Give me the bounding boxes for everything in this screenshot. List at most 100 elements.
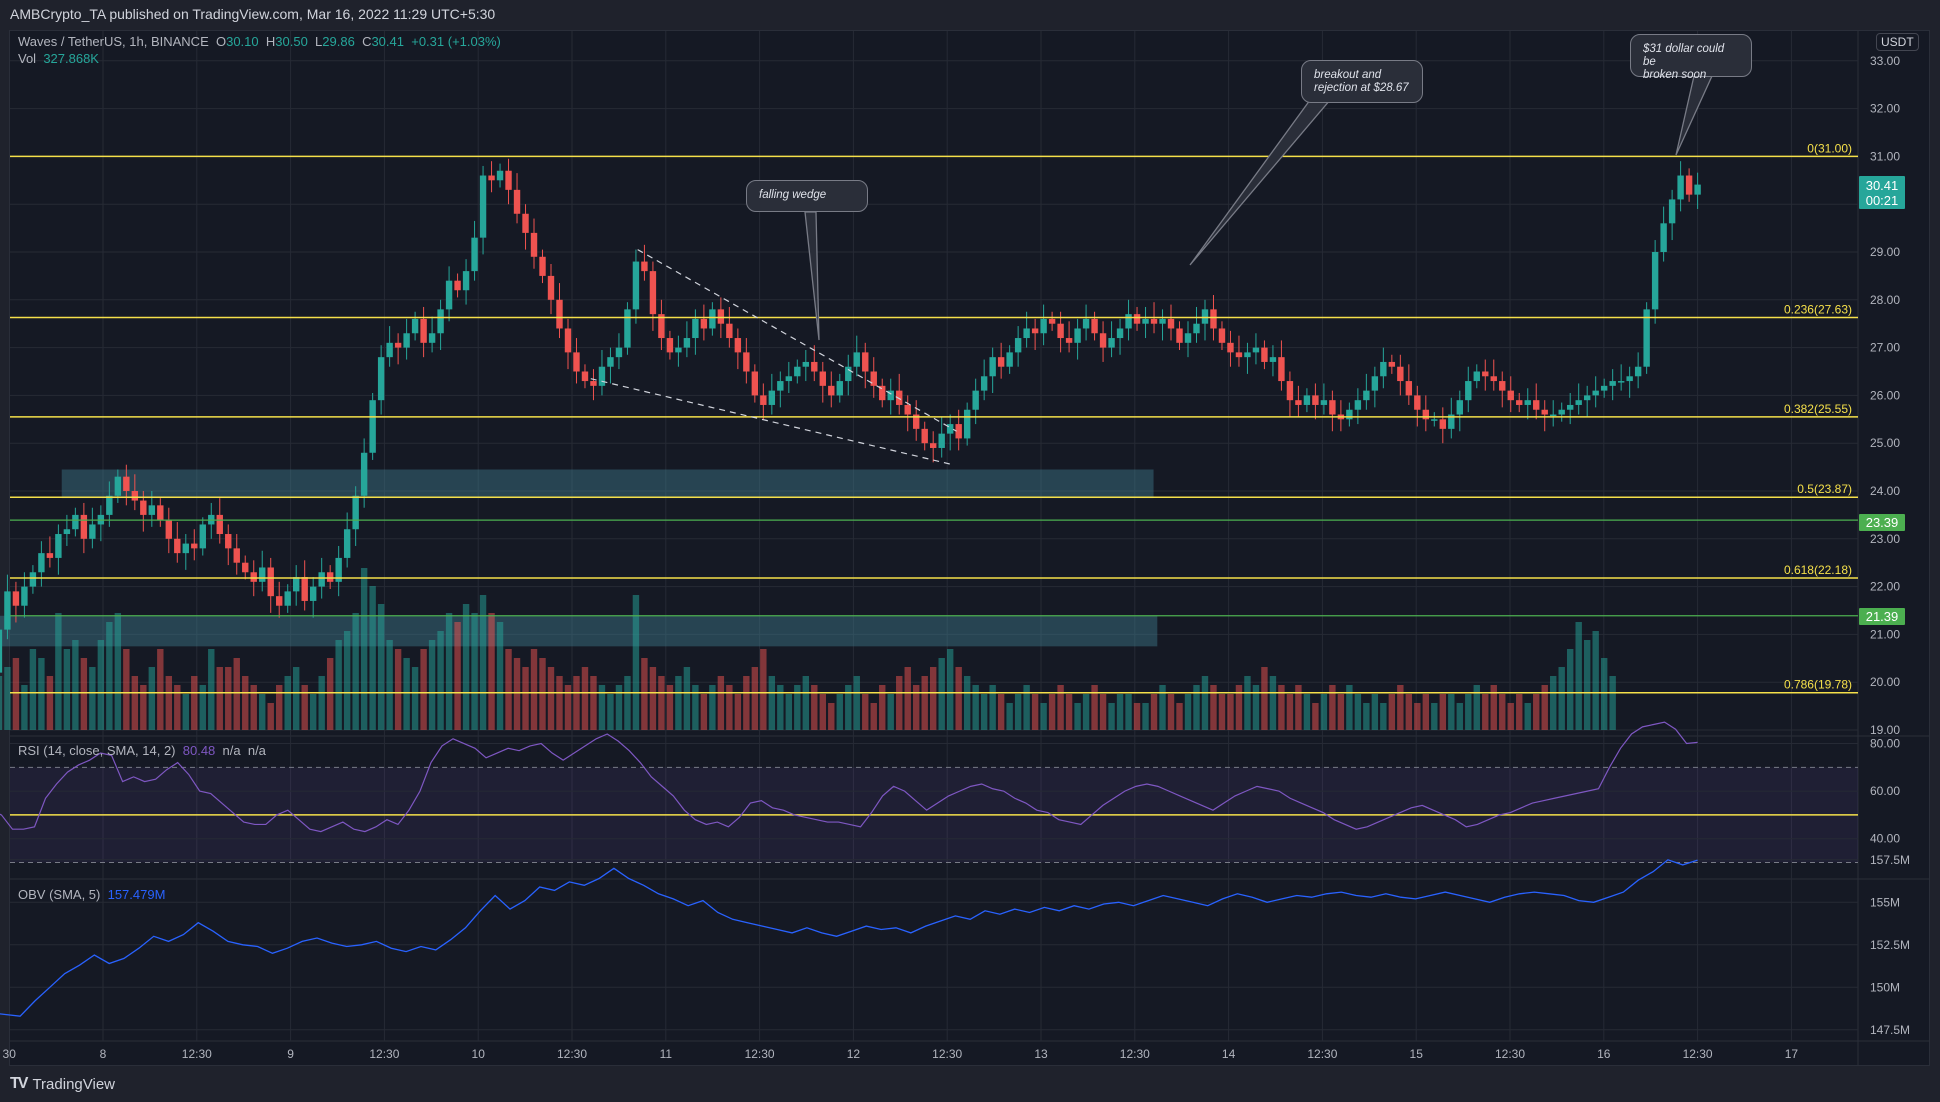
volume-bar xyxy=(819,694,826,730)
candle-body xyxy=(46,553,54,558)
time-axis-label: 12:30 xyxy=(745,1047,775,1061)
volume-bar xyxy=(997,694,1005,730)
rsi-label: RSI (14, close, SMA, 14, 2) xyxy=(18,743,176,758)
candle-body xyxy=(853,352,860,367)
candle-body xyxy=(1397,366,1404,382)
tradingview-logo[interactable]: TV TradingView xyxy=(10,1075,115,1093)
time-axis-label: 16 xyxy=(1597,1047,1611,1061)
candle-body xyxy=(1065,338,1073,343)
volume-bar xyxy=(598,685,606,730)
volume-bar xyxy=(1014,694,1022,730)
volume-bar xyxy=(420,649,427,730)
candle-body xyxy=(1329,400,1336,415)
volume-bar xyxy=(1397,685,1404,730)
candle-body xyxy=(717,309,725,324)
rsi-na-2: n/a xyxy=(247,743,266,758)
volume-bar xyxy=(1040,703,1047,730)
volume-bar xyxy=(522,667,529,730)
change-value: +0.31 (+1.03%) xyxy=(411,34,501,49)
candle-body xyxy=(692,318,699,339)
callout-breakout[interactable]: breakout and rejection at $28.67 xyxy=(1301,60,1423,103)
candle-body xyxy=(1643,309,1650,367)
volume-bar xyxy=(1473,685,1480,730)
volume-bar xyxy=(1074,703,1081,730)
candle-body xyxy=(513,189,521,214)
currency-unit-button[interactable]: USDT xyxy=(1876,33,1919,51)
candle-body xyxy=(1371,376,1379,391)
volume-bar xyxy=(726,685,733,730)
candle-body xyxy=(488,175,495,181)
volume-bar xyxy=(496,622,504,730)
volume-bar xyxy=(692,685,699,730)
volume-bar xyxy=(972,685,979,730)
volume-bar xyxy=(1235,685,1243,730)
volume-bar xyxy=(887,694,894,730)
volume-bar xyxy=(1193,685,1200,730)
volume-bar xyxy=(1244,676,1251,730)
volume-bar xyxy=(445,613,453,730)
candle-body xyxy=(1142,318,1149,324)
candle-body xyxy=(157,505,164,520)
volume-bar xyxy=(174,685,181,730)
volume-bar xyxy=(980,694,988,730)
candle-body xyxy=(1218,328,1226,343)
candle-body xyxy=(1456,400,1463,415)
chart-frame[interactable] xyxy=(9,30,1930,1066)
candle-body xyxy=(106,495,113,515)
volume-bar xyxy=(1448,694,1455,730)
volume-bar xyxy=(462,604,470,730)
candle-body xyxy=(293,577,300,592)
volume-bar xyxy=(751,667,759,730)
volume-legend: Vol 327.868K xyxy=(18,51,99,66)
volume-bar xyxy=(208,649,215,730)
candle-body xyxy=(1668,199,1676,224)
fib-level-label: 0.786(19.78) xyxy=(1784,678,1852,692)
time-axis-label: 12:30 xyxy=(557,1047,587,1061)
time-axis-label: 12:30 xyxy=(1683,1047,1713,1061)
volume-bar xyxy=(267,703,274,730)
candle-body xyxy=(21,586,28,606)
candle-body xyxy=(658,314,665,339)
candle-body xyxy=(1184,333,1192,343)
candle-body xyxy=(530,232,538,257)
volume-bar xyxy=(326,658,334,730)
price-axis-label: 33.00 xyxy=(1870,54,1900,68)
callout-breakout-line2: rejection at $28.67 xyxy=(1314,82,1409,94)
volume-bar xyxy=(369,586,376,730)
callout-target[interactable]: $31 dollar could be broken soon xyxy=(1630,34,1752,81)
volume-bar xyxy=(896,676,903,730)
candle-body xyxy=(547,275,555,300)
candle-body xyxy=(972,390,979,410)
volume-bar xyxy=(1312,703,1319,730)
candle-body xyxy=(946,424,954,434)
candle-body xyxy=(802,361,809,367)
volume-bar xyxy=(276,685,283,730)
candle-body xyxy=(963,409,971,439)
obv-value: 157.479M xyxy=(107,887,166,902)
volume-bar xyxy=(1201,676,1209,730)
candle-body xyxy=(1082,318,1090,329)
volume-bar xyxy=(955,667,962,730)
candle-body xyxy=(1609,381,1616,386)
candle-body xyxy=(1074,328,1081,343)
obv-axis-label: 155M xyxy=(1870,895,1900,909)
fib-level-label: 0.236(27.63) xyxy=(1784,302,1852,316)
volume-bar xyxy=(114,613,122,730)
volume-bar xyxy=(1269,676,1277,730)
candle-body xyxy=(862,352,869,372)
callout-pointer xyxy=(1189,99,1332,266)
price-axis-label: 25.00 xyxy=(1870,436,1900,450)
candle-body xyxy=(573,352,580,372)
candle-body xyxy=(683,338,691,348)
volume-bar xyxy=(870,703,877,730)
volume-bar xyxy=(1405,694,1413,730)
price-axis-label: 22.00 xyxy=(1870,580,1900,594)
callout-falling-wedge[interactable]: falling wedge xyxy=(746,180,868,212)
volume-bar xyxy=(1363,703,1370,730)
volume-bar xyxy=(1031,694,1039,730)
candle-body xyxy=(1210,309,1217,329)
candle-body xyxy=(360,452,368,496)
candle-body xyxy=(4,591,11,630)
volume-bar xyxy=(1507,703,1514,730)
